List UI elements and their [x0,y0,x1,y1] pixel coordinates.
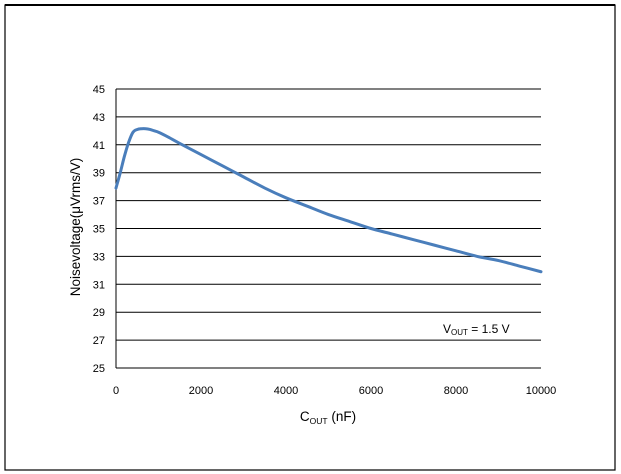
y-tick-label: 29 [93,307,105,319]
y-axis-label: Noisevoltage(μVrms/V) [68,158,83,297]
y-tick-label: 35 [93,224,105,236]
x-tick-labels: 0 2000 4000 6000 8000 10000 [113,385,556,397]
y-tick-label: 45 [93,84,105,96]
y-tick-label: 39 [93,168,105,180]
x-tick-label: 2000 [189,385,213,397]
y-tick-label: 33 [93,251,105,263]
outer-border [4,4,616,471]
x-tick-label: 4000 [274,385,298,397]
x-axis-label: COUT (nF) [300,409,356,426]
x-tick-label: 10000 [526,385,557,397]
x-tick-label: 8000 [444,385,468,397]
x-axis-label-main: C [300,409,310,424]
y-tick-labels: 25 27 29 31 33 35 37 39 41 43 45 [93,84,105,375]
series-lines [114,127,543,274]
x-tick-label: 0 [113,385,119,397]
annotation-rest: = 1.5 V [468,322,510,336]
annotation-main: V [443,322,451,336]
x-tick-label: 6000 [359,385,383,397]
y-tick-label: 43 [93,112,105,124]
annotation-vout: VOUT = 1.5 V [443,322,510,337]
y-tick-label: 37 [93,196,105,208]
x-axis-label-sub: OUT [310,416,328,426]
y-tick-label: 27 [93,335,105,347]
y-tick-label: 31 [93,279,105,291]
y-tick-label: 25 [93,363,105,375]
x-axis-label-unit: (nF) [328,409,357,424]
series-line-0 [114,127,543,274]
annotation-sub: OUT [451,328,468,337]
gridlines [115,88,541,369]
y-tick-label: 41 [93,140,105,152]
